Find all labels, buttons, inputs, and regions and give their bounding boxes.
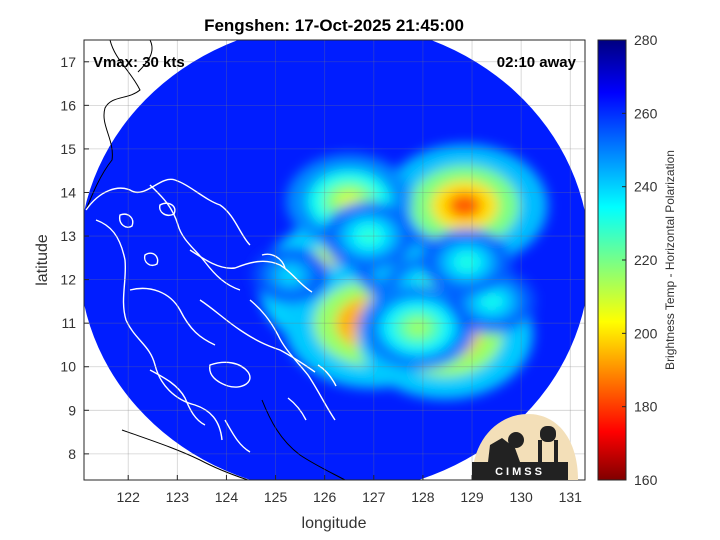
colorbar-label: Brightness Temp - Horizontal Polarizatio… xyxy=(663,150,677,370)
colorbar-tick-label: 260 xyxy=(634,105,658,121)
y-axis-label: latitude xyxy=(34,234,51,286)
convection-blobs xyxy=(252,144,548,400)
y-tick-label: 17 xyxy=(60,54,76,70)
x-tick-label: 124 xyxy=(215,489,239,505)
x-tick-label: 129 xyxy=(460,489,484,505)
colorbar xyxy=(597,39,627,481)
convection-cell-8-layer-3 xyxy=(359,229,379,243)
x-axis-label: longitude xyxy=(302,515,367,532)
convection-cell-11-layer-3 xyxy=(458,255,477,269)
vmax-annotation: Vmax: 30 kts xyxy=(93,54,185,71)
colorbar-tick-label: 280 xyxy=(634,32,658,48)
y-tick-label: 9 xyxy=(68,402,76,418)
colorbar-ticks: 160 180 200 220 240 260 280 xyxy=(622,32,658,488)
cimss-logo: CIMSS xyxy=(472,414,578,480)
colorbar-tick-label: 220 xyxy=(634,252,658,268)
x-tick-label: 128 xyxy=(411,489,435,505)
y-axis-ticks: 8 9 10 11 12 13 14 15 16 17 xyxy=(60,54,89,462)
x-tick-label: 123 xyxy=(166,489,190,505)
y-tick-label: 15 xyxy=(60,141,76,157)
x-tick-label: 122 xyxy=(117,489,141,505)
y-tick-label: 10 xyxy=(60,359,76,375)
colorbar-tick-label: 180 xyxy=(634,399,658,415)
y-tick-label: 13 xyxy=(60,228,76,244)
brightness-temp-swath xyxy=(84,40,585,480)
y-tick-label: 8 xyxy=(68,446,76,462)
x-tick-label: 126 xyxy=(313,489,337,505)
logo-text: CIMSS xyxy=(495,466,545,478)
coastline-swath xyxy=(85,178,337,453)
colorbar-tick-label: 240 xyxy=(634,179,658,195)
colorbar-tick-label: 200 xyxy=(634,325,658,341)
convection-cell-7-layer-3 xyxy=(406,319,430,336)
plot-frame xyxy=(83,39,586,481)
y-tick-label: 11 xyxy=(61,315,76,331)
x-tick-label: 127 xyxy=(362,489,386,505)
convection-cell-10-layer-3 xyxy=(282,269,298,281)
y-tick-label: 12 xyxy=(60,272,76,288)
x-tick-label: 130 xyxy=(509,489,533,505)
convection-cell-9-layer-3 xyxy=(483,294,501,308)
y-tick-label: 16 xyxy=(60,97,76,113)
grid-lines xyxy=(84,40,585,480)
chart-title: Fengshen: 17-Oct-2025 21:45:00 xyxy=(204,16,464,35)
y-tick-label: 14 xyxy=(60,184,76,200)
x-tick-label: 131 xyxy=(559,489,583,505)
convection-cell-3-layer-3 xyxy=(448,193,482,218)
x-tick-label: 125 xyxy=(264,489,288,505)
x-axis-ticks: 122 123 124 125 126 127 128 129 130 131 xyxy=(117,475,583,505)
coastline-outer xyxy=(85,40,346,480)
colorbar-tick-label: 160 xyxy=(634,472,658,488)
plot-layers xyxy=(84,40,585,480)
eta-annotation: 02:10 away xyxy=(497,54,577,71)
